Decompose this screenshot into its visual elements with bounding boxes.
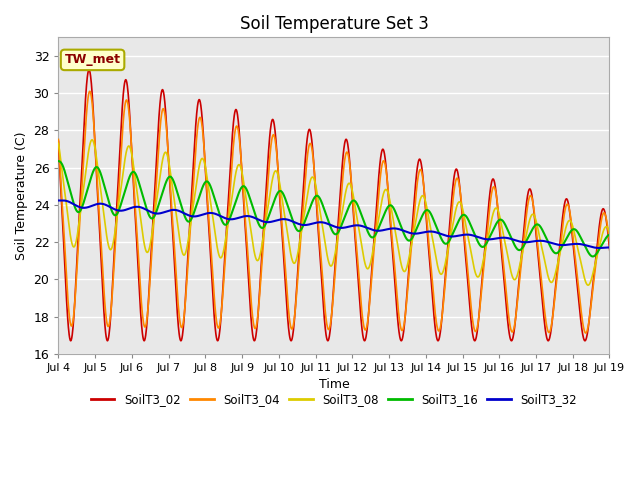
SoilT3_08	[54, 141, 62, 146]
SoilT3_02	[140, 338, 148, 344]
SoilT3_08	[606, 230, 614, 236]
SoilT3_04	[86, 88, 93, 94]
SoilT3_02	[54, 138, 62, 144]
Title: Soil Temperature Set 3: Soil Temperature Set 3	[239, 15, 428, 33]
X-axis label: Time: Time	[319, 378, 349, 391]
SoilT3_04	[456, 191, 464, 197]
SoilT3_08	[584, 282, 592, 288]
SoilT3_04	[402, 307, 410, 312]
SoilT3_04	[606, 241, 614, 247]
SoilT3_02	[606, 247, 614, 253]
SoilT3_08	[456, 200, 464, 205]
Y-axis label: Soil Temperature (C): Soil Temperature (C)	[15, 132, 28, 260]
SoilT3_02	[339, 164, 346, 170]
SoilT3_02	[85, 67, 93, 72]
SoilT3_16	[589, 253, 596, 259]
Line: SoilT3_08: SoilT3_08	[58, 140, 610, 285]
Line: SoilT3_32: SoilT3_32	[58, 201, 610, 248]
SoilT3_16	[456, 215, 464, 221]
SoilT3_04	[338, 186, 346, 192]
SoilT3_32	[606, 244, 614, 250]
SoilT3_02	[502, 304, 510, 310]
SoilT3_02	[457, 194, 465, 200]
SoilT3_32	[338, 225, 346, 231]
SoilT3_16	[338, 222, 346, 228]
SoilT3_16	[255, 221, 262, 227]
SoilT3_32	[54, 198, 62, 204]
SoilT3_02	[486, 196, 493, 202]
SoilT3_08	[502, 245, 510, 251]
SoilT3_08	[402, 267, 410, 273]
SoilT3_04	[485, 211, 493, 217]
SoilT3_32	[485, 237, 493, 242]
SoilT3_32	[255, 217, 263, 223]
SoilT3_08	[485, 229, 493, 235]
SoilT3_04	[502, 288, 510, 294]
SoilT3_32	[456, 232, 464, 238]
Text: TW_met: TW_met	[65, 53, 120, 66]
SoilT3_08	[88, 137, 96, 143]
SoilT3_04	[582, 330, 589, 336]
SoilT3_32	[58, 198, 66, 204]
Line: SoilT3_16: SoilT3_16	[58, 161, 610, 256]
SoilT3_04	[255, 300, 263, 306]
SoilT3_02	[255, 294, 263, 300]
Legend: SoilT3_02, SoilT3_04, SoilT3_08, SoilT3_16, SoilT3_32: SoilT3_02, SoilT3_04, SoilT3_08, SoilT3_…	[86, 389, 582, 411]
Line: SoilT3_04: SoilT3_04	[58, 91, 610, 333]
SoilT3_16	[54, 158, 62, 164]
SoilT3_16	[402, 234, 410, 240]
SoilT3_08	[255, 256, 263, 262]
SoilT3_04	[54, 137, 62, 143]
SoilT3_08	[338, 211, 346, 217]
SoilT3_32	[596, 245, 604, 251]
Line: SoilT3_02: SoilT3_02	[58, 70, 610, 341]
SoilT3_02	[403, 302, 410, 308]
SoilT3_32	[402, 229, 410, 235]
SoilT3_16	[606, 232, 614, 238]
SoilT3_32	[502, 235, 510, 240]
SoilT3_16	[485, 236, 493, 242]
SoilT3_16	[502, 223, 509, 229]
